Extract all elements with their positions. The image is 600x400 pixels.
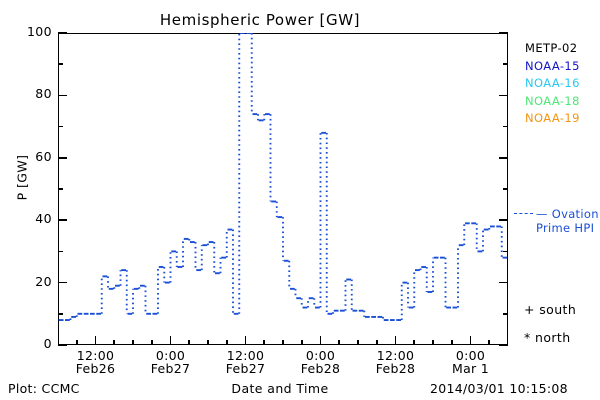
y-tick-label: 0 (43, 336, 52, 351)
x-tick-time: 0:00 (305, 348, 336, 363)
y-axis-tick (499, 157, 508, 159)
ovation-legend-line1: — Ovation (536, 207, 599, 221)
plot-credit: Plot: CCMC (8, 381, 80, 396)
y-axis-labels: 0 20 40 60 80 100 (0, 0, 52, 400)
x-tick-time: 12:00 (226, 348, 265, 363)
y-axis-tick (58, 94, 67, 97)
satellite-legend-item: NOAA-18 (525, 93, 580, 108)
y-axis-minor-tick (58, 188, 63, 190)
x-axis-tick (94, 336, 97, 345)
x-tick-label: 0:00 Feb27 (131, 349, 211, 375)
y-axis-tick (499, 219, 508, 221)
marker-key-legend: + south * north (524, 296, 576, 352)
x-axis-minor-tick (207, 340, 209, 345)
x-tick-date: Feb27 (150, 361, 191, 376)
x-axis-tick (169, 336, 172, 345)
x-axis-minor-tick (338, 340, 341, 345)
y-axis-tick (58, 157, 67, 159)
x-axis-minor-tick (132, 340, 134, 345)
x-tick-label: 12:00 Feb27 (206, 349, 286, 375)
x-tick-label: 12:00 Feb26 (56, 349, 136, 375)
x-axis-tick (394, 336, 397, 345)
x-axis-minor-tick (432, 340, 434, 345)
x-tick-date: Mar 1 (451, 361, 489, 376)
y-axis-tick (499, 281, 508, 284)
x-axis-minor-tick (357, 340, 359, 345)
chart-title: Hemispheric Power [GW] (159, 11, 361, 29)
y-axis-tick (58, 219, 67, 221)
x-axis-minor-tick (282, 340, 284, 345)
x-axis-title: Date and Time (231, 381, 329, 396)
x-axis-minor-tick (150, 340, 153, 345)
satellite-legend-item: NOAA-16 (525, 76, 580, 90)
y-axis-tick (499, 32, 508, 34)
x-tick-time: 12:00 (76, 348, 115, 363)
y-axis-minor-tick (503, 250, 508, 253)
x-tick-date: Feb27 (225, 361, 266, 376)
plot-area (58, 33, 508, 345)
y-axis-tick (58, 32, 67, 34)
timestamp: 2014/03/01 10:15:08 (430, 381, 568, 396)
x-tick-date: Feb28 (375, 361, 416, 376)
x-tick-date: Feb26 (75, 361, 116, 376)
y-axis-tick (499, 94, 508, 97)
y-axis-minor-tick (503, 125, 508, 128)
marker-key-item: * north (524, 330, 571, 345)
x-tick-time: 0:00 (155, 348, 186, 363)
y-tick-label: 40 (35, 211, 52, 227)
y-axis-minor-tick (58, 250, 63, 253)
y-tick-label: 20 (35, 273, 52, 289)
x-axis-tick (469, 336, 472, 345)
x-axis-minor-tick (225, 340, 228, 345)
x-tick-label: 0:00 Mar 1 (431, 349, 511, 375)
satellite-legend-item: METP-02 (525, 41, 578, 55)
x-tick-label: 12:00 Feb28 (356, 349, 436, 375)
marker-key-item: + south (524, 302, 577, 317)
x-tick-date: Feb28 (300, 361, 341, 376)
ovation-prime-hpi-series (58, 33, 508, 321)
satellite-legend: METP-02 NOAA-15 NOAA-16 NOAA-18 NOAA-19 (525, 40, 580, 128)
x-axis-minor-tick (188, 340, 191, 345)
x-axis-tick (244, 336, 247, 345)
y-axis-minor-tick (503, 313, 508, 315)
y-axis-tick (58, 281, 67, 284)
y-axis-tick (58, 344, 67, 346)
x-axis-minor-tick (375, 340, 378, 345)
y-axis-minor-tick (58, 125, 63, 128)
x-axis-minor-tick (113, 340, 116, 345)
y-tick-label: 60 (35, 148, 52, 164)
x-tick-time: 0:00 (455, 348, 486, 363)
y-axis-title: P [GW] (14, 154, 30, 201)
ovation-legend-line2: Prime HPI (536, 221, 595, 235)
y-axis-minor-tick (58, 63, 63, 65)
y-axis-minor-tick (503, 188, 508, 190)
y-axis-tick (499, 344, 508, 346)
x-axis-minor-tick (75, 340, 78, 345)
y-axis-minor-tick (58, 313, 63, 315)
x-axis-minor-tick (450, 340, 453, 345)
satellite-legend-item: NOAA-15 (525, 58, 580, 73)
x-tick-label: 0:00 Feb28 (281, 349, 361, 375)
y-tick-label: 80 (35, 86, 52, 102)
x-axis-minor-tick (263, 340, 266, 345)
ovation-prime-hpi-legend: — Ovation Prime HPI (514, 207, 599, 235)
x-axis-minor-tick (488, 340, 491, 345)
y-axis-minor-tick (503, 63, 508, 65)
x-axis-tick (319, 336, 322, 345)
x-axis-minor-tick (413, 340, 416, 345)
x-axis-minor-tick (300, 340, 303, 345)
dashed-line-icon (514, 213, 533, 214)
satellite-legend-item: NOAA-19 (525, 111, 580, 125)
y-tick-label: 100 (26, 24, 52, 39)
x-tick-time: 12:00 (376, 348, 415, 363)
